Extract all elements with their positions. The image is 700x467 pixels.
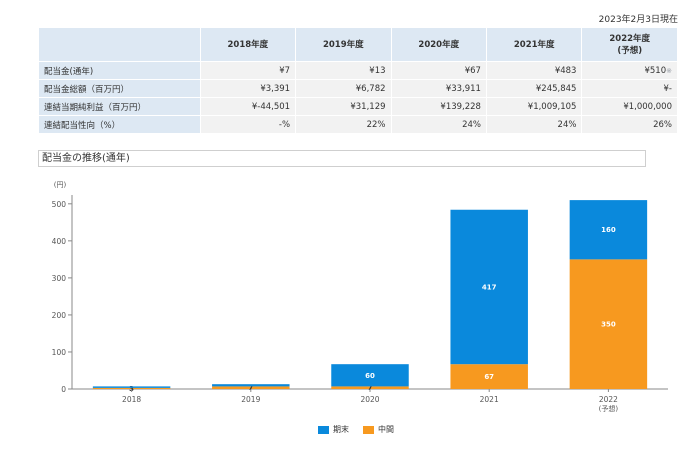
bar-final: [569, 200, 648, 260]
bar-final: [92, 386, 171, 388]
table-cell: 24%: [390, 115, 487, 134]
row-label: 配当金総額（百万円）: [38, 79, 201, 98]
bar-final: [331, 364, 409, 387]
table-cell: 26%: [581, 115, 678, 134]
table-row: 配当金(通年) ¥7 ¥13 ¥67 ¥483 ¥510※: [38, 61, 678, 80]
bar-data-label: 350: [601, 321, 616, 329]
y-axis-unit: (円): [54, 181, 67, 189]
x-tick-label: 2018: [122, 395, 141, 404]
table-cell-with-note: ¥510※: [581, 61, 678, 80]
legend-item-final[interactable]: 期末: [318, 424, 349, 435]
bar-data-label: 3: [129, 385, 134, 393]
y-tick-label: 0: [61, 385, 66, 394]
table-cell: ¥-: [581, 79, 678, 98]
table-cell: ¥13: [295, 61, 392, 80]
x-tick-label: 2020: [360, 395, 379, 404]
bar-data-label: 160: [601, 226, 616, 234]
table-row: 配当金総額（百万円） ¥3,391 ¥6,782 ¥33,911 ¥245,84…: [38, 79, 678, 98]
dividend-table: 2018年度 2019年度 2020年度 2021年度 2022年度 (予想) …: [38, 27, 678, 134]
table-cell: ¥139,228: [390, 97, 487, 116]
col-header-2022: 2022年度 (予想): [581, 27, 678, 62]
bar-interim: [331, 386, 409, 389]
table-cell: ¥483: [485, 61, 583, 80]
table-cell: ¥33,911: [390, 79, 487, 98]
table-cell: ¥245,845: [485, 79, 583, 98]
table-cell: ¥6,782: [295, 79, 392, 98]
bar-final: [450, 209, 528, 365]
table-cell: ¥67: [390, 61, 487, 80]
table-cell: ¥31,129: [295, 97, 392, 116]
table-header-row: 2018年度 2019年度 2020年度 2021年度 2022年度 (予想): [38, 27, 678, 62]
legend-label-final: 期末: [333, 425, 349, 434]
row-label: 連結配当性向（%）: [38, 115, 201, 134]
x-tick-sublabel: (予想): [599, 404, 619, 413]
note-icon[interactable]: ※: [666, 66, 672, 75]
table-cell: ¥3,391: [199, 79, 297, 98]
table-cell-value: ¥510: [644, 65, 667, 76]
col-header-2020: 2020年度: [390, 27, 487, 62]
dividend-chart: (円) 0 100 200 300 400 500 3 2018 7 2019 7 60 2020 67 41…: [52, 181, 668, 413]
table-cell: -%: [199, 115, 297, 134]
table-cell: ¥1,000,000: [581, 97, 678, 116]
legend-swatch-final: [318, 425, 329, 434]
table-cell: ¥-44,501: [199, 97, 297, 116]
legend-swatch-interim: [363, 425, 374, 434]
legend-label-interim: 中間: [378, 425, 394, 434]
y-tick-label: 100: [52, 348, 67, 357]
col-header-2021: 2021年度: [485, 27, 583, 62]
bar-interim: [450, 364, 528, 389]
bar-data-label: 7: [368, 384, 373, 392]
table-corner-cell: [38, 27, 201, 62]
bar-data-label: 417: [482, 283, 497, 291]
col-header-2022-label: 2022年度: [609, 33, 651, 44]
row-label: 配当金(通年): [38, 61, 201, 80]
y-tick-label: 300: [52, 274, 67, 283]
bar-data-label: 60: [365, 372, 375, 380]
table-cell: 24%: [485, 115, 583, 134]
bar-final: [212, 384, 290, 387]
x-tick-label: 2021: [480, 395, 499, 404]
y-tick-label: 500: [52, 200, 67, 209]
y-tick-label: 200: [52, 311, 67, 320]
y-tick-label: 400: [52, 237, 67, 246]
legend-item-interim[interactable]: 中間: [363, 424, 394, 435]
table-cell: ¥7: [199, 61, 297, 80]
chart-section-title: 配当金の推移(通年): [38, 150, 646, 167]
table-cell: 22%: [295, 115, 392, 134]
bar-interim: [92, 387, 171, 389]
row-label: 連結当期純利益（百万円）: [38, 97, 201, 116]
col-header-2018: 2018年度: [199, 27, 297, 62]
col-header-2022-forecast: (予想): [617, 45, 643, 56]
bar-data-label: 67: [484, 373, 494, 381]
as-of-date: 2023年2月3日現在: [598, 15, 678, 25]
col-header-2019: 2019年度: [295, 27, 392, 62]
table-row: 連結配当性向（%） -% 22% 24% 24% 26%: [38, 115, 678, 134]
bar-interim: [569, 259, 648, 389]
chart-legend: 期末 中間: [318, 424, 394, 435]
x-tick-label: 2019: [241, 395, 260, 404]
x-tick-label: 2022: [599, 395, 618, 404]
table-row: 連結当期純利益（百万円） ¥-44,501 ¥31,129 ¥139,228 ¥…: [38, 97, 678, 116]
bar-data-label: 7: [248, 384, 253, 392]
bar-interim: [212, 386, 290, 389]
table-cell: ¥1,009,105: [485, 97, 583, 116]
